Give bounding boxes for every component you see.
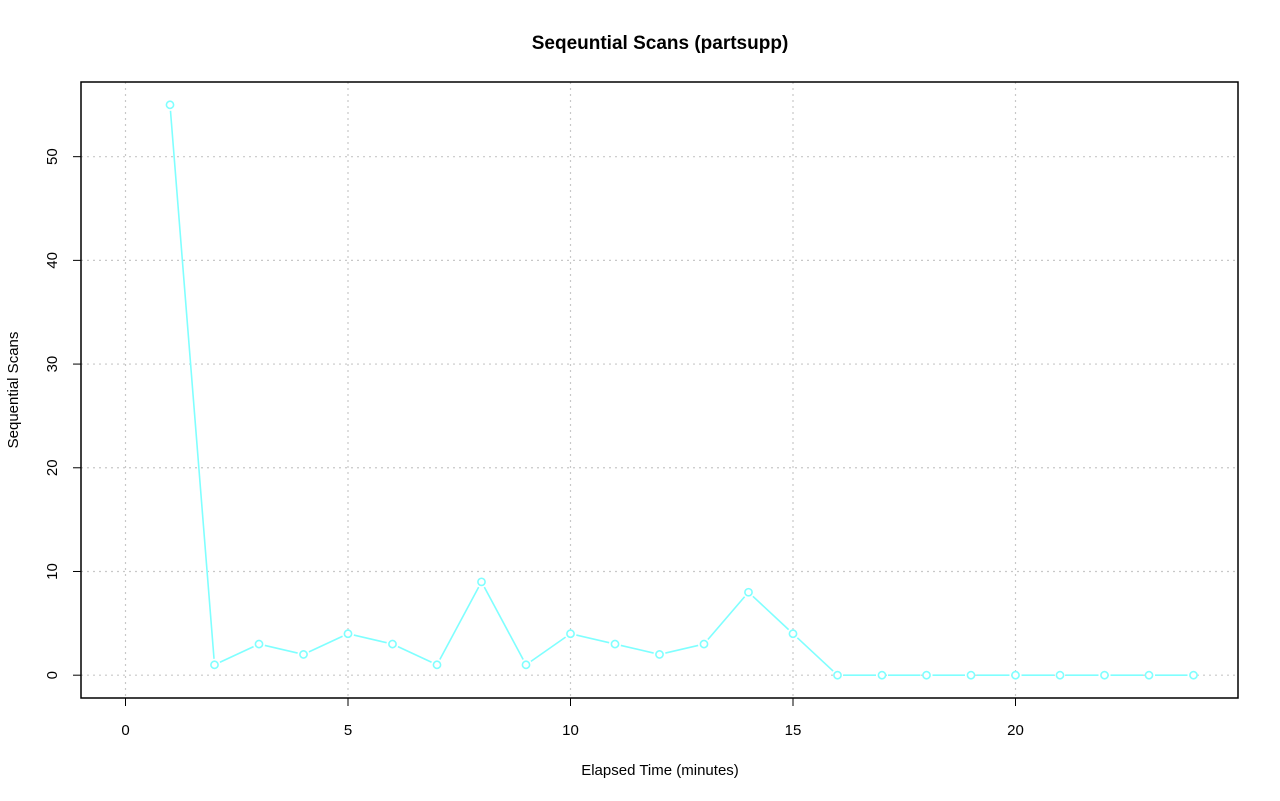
data-point <box>477 577 486 587</box>
series-line-segment <box>796 637 834 672</box>
data-point <box>299 650 308 659</box>
series-line-segment <box>576 634 610 644</box>
x-tick-label: 20 <box>1007 722 1024 739</box>
y-tick-label: 40 <box>44 252 61 269</box>
data-point <box>521 660 531 670</box>
plot-frame <box>80 81 1239 699</box>
data-point <box>388 639 397 649</box>
y-axis: 0 10 20 30 40 50 <box>44 148 82 679</box>
data-point <box>210 660 219 670</box>
grid <box>81 82 1238 698</box>
series-line-segment <box>397 645 432 664</box>
data-point <box>610 639 620 649</box>
chart-title: Seqeuntial Scans (partsupp) <box>532 33 789 54</box>
data-point <box>566 629 575 639</box>
series-line-segment <box>752 595 790 631</box>
series-line-segment <box>308 635 343 653</box>
series-line-segment <box>353 634 387 644</box>
data-point <box>788 629 798 639</box>
data-point <box>655 650 664 659</box>
data-point <box>254 639 264 649</box>
data-point <box>1011 670 1020 680</box>
data-point <box>744 587 753 597</box>
data-point <box>1055 670 1065 680</box>
x-tick-label: 10 <box>562 722 579 739</box>
x-axis-label: Elapsed Time (minutes) <box>581 762 739 779</box>
series-line-segment <box>264 644 298 654</box>
y-tick-label: 10 <box>44 563 61 580</box>
data-point <box>877 670 887 680</box>
data-point <box>1100 670 1109 680</box>
y-tick-label: 20 <box>44 459 61 476</box>
series-line-segment <box>169 110 215 659</box>
series-line-segment <box>219 645 254 664</box>
series-line-segment <box>620 644 654 654</box>
series-layer <box>165 100 1198 680</box>
series-line-segment <box>530 636 567 663</box>
data-point <box>1144 670 1154 680</box>
data-point <box>699 639 709 649</box>
y-tick-label: 50 <box>44 148 61 165</box>
y-tick-label: 0 <box>44 671 61 679</box>
x-tick-label: 15 <box>785 722 802 739</box>
y-tick-label: 30 <box>44 356 61 373</box>
x-axis: 0 5 10 15 20 <box>121 697 1024 739</box>
series-line-segment <box>665 644 699 654</box>
data-point <box>165 100 175 110</box>
series-line-segment <box>439 586 480 660</box>
y-axis-label: Sequential Scans <box>5 332 22 449</box>
x-tick-label: 5 <box>344 722 352 739</box>
data-point <box>833 670 842 680</box>
series <box>165 100 1198 680</box>
data-point <box>966 670 976 680</box>
series-line-segment <box>483 586 524 660</box>
data-point <box>1189 670 1198 680</box>
x-tick-label: 0 <box>121 722 129 739</box>
data-point <box>343 629 353 639</box>
data-point <box>922 670 931 680</box>
data-point <box>432 660 442 670</box>
series-line-segment <box>707 596 746 641</box>
